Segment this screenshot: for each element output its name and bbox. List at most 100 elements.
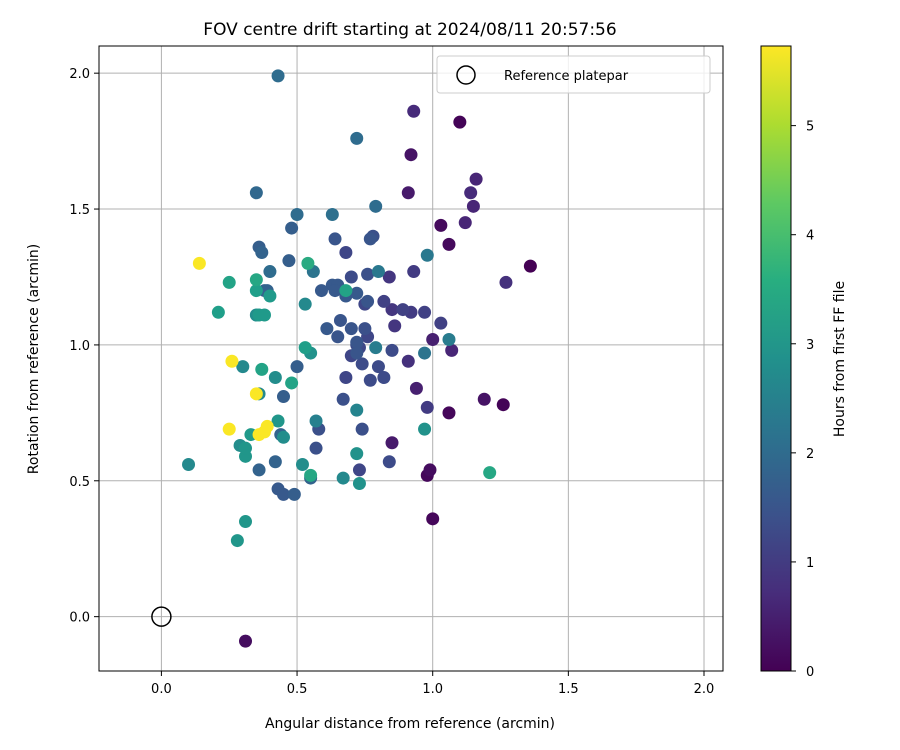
data-point bbox=[442, 406, 456, 420]
data-point bbox=[249, 387, 263, 401]
data-point bbox=[263, 265, 277, 279]
reference-point-marker bbox=[151, 606, 172, 627]
data-point bbox=[282, 254, 296, 268]
y-tick-label: 2.0 bbox=[69, 67, 90, 82]
data-point bbox=[285, 376, 299, 390]
data-point bbox=[382, 455, 396, 469]
data-point bbox=[236, 360, 250, 374]
data-point bbox=[271, 69, 285, 83]
x-axis-label: Angular distance from reference (arcmin) bbox=[265, 716, 555, 732]
data-point bbox=[466, 199, 480, 213]
x-tick-label: 0.5 bbox=[287, 682, 308, 697]
data-point bbox=[239, 515, 253, 529]
data-point bbox=[377, 371, 391, 385]
data-point bbox=[369, 341, 383, 355]
data-point bbox=[363, 232, 377, 246]
data-point bbox=[363, 373, 377, 387]
colorbar-label: Hours from first FF file bbox=[832, 281, 848, 437]
data-point bbox=[453, 115, 467, 129]
data-point bbox=[239, 634, 253, 648]
data-point bbox=[350, 447, 364, 461]
data-point bbox=[418, 346, 432, 360]
x-tick-label: 2.0 bbox=[694, 682, 715, 697]
legend-box bbox=[436, 55, 711, 94]
data-point bbox=[255, 362, 269, 376]
x-tick-label: 1.0 bbox=[422, 682, 443, 697]
data-point bbox=[331, 330, 345, 344]
data-point bbox=[350, 131, 364, 145]
data-point bbox=[328, 232, 342, 246]
data-point bbox=[336, 471, 350, 485]
data-point bbox=[499, 275, 513, 289]
data-point bbox=[298, 297, 312, 311]
legend: Reference platepar bbox=[436, 55, 711, 94]
data-point bbox=[382, 270, 396, 284]
data-point bbox=[523, 259, 537, 273]
data-point bbox=[239, 441, 253, 455]
data-point bbox=[369, 199, 383, 213]
data-point bbox=[287, 487, 301, 501]
colorbar-tick-label: 4 bbox=[806, 229, 814, 244]
data-point bbox=[409, 381, 423, 395]
data-point bbox=[418, 305, 432, 319]
y-tick-label: 0.0 bbox=[69, 611, 90, 626]
data-point bbox=[423, 463, 437, 477]
data-point bbox=[339, 246, 353, 260]
data-point bbox=[260, 419, 274, 433]
data-point bbox=[401, 186, 415, 200]
colorbar-tick-label: 1 bbox=[806, 556, 814, 571]
data-point bbox=[483, 466, 497, 480]
data-point bbox=[230, 534, 244, 548]
data-point bbox=[385, 436, 399, 450]
data-point bbox=[268, 371, 282, 385]
data-point bbox=[325, 207, 339, 221]
data-point bbox=[328, 284, 342, 298]
data-point bbox=[276, 390, 290, 404]
data-point bbox=[339, 371, 353, 385]
legend-marker-icon bbox=[456, 65, 476, 85]
y-axis-label: Rotation from reference (arcmin) bbox=[26, 244, 42, 474]
data-point bbox=[477, 392, 491, 406]
colorbar-tick-label: 0 bbox=[806, 665, 814, 680]
data-point bbox=[249, 186, 263, 200]
plot-frame bbox=[98, 45, 724, 672]
x-tick-label: 1.5 bbox=[558, 682, 579, 697]
data-point bbox=[426, 512, 440, 526]
colorbar-gradient bbox=[760, 45, 792, 672]
data-point bbox=[350, 403, 364, 417]
data-point bbox=[361, 267, 375, 281]
data-point bbox=[385, 343, 399, 357]
data-point bbox=[263, 289, 277, 303]
data-point bbox=[192, 256, 206, 270]
data-point bbox=[285, 221, 299, 235]
data-point bbox=[496, 398, 510, 412]
data-point bbox=[350, 335, 364, 349]
colorbar-tick-label: 3 bbox=[806, 338, 814, 353]
data-point bbox=[434, 316, 448, 330]
colorbar: 0 1 2 3 4 5 bbox=[760, 45, 814, 680]
data-point bbox=[355, 357, 369, 371]
data-point bbox=[434, 218, 448, 232]
data-point bbox=[257, 308, 271, 322]
data-point bbox=[464, 186, 478, 200]
data-point bbox=[469, 172, 483, 186]
data-point bbox=[304, 468, 318, 482]
data-point bbox=[301, 256, 315, 270]
data-point bbox=[314, 284, 328, 298]
data-point bbox=[350, 346, 364, 360]
data-point bbox=[309, 414, 323, 428]
x-tick-label: 0.0 bbox=[151, 682, 172, 697]
data-point bbox=[355, 422, 369, 436]
data-point bbox=[225, 354, 239, 368]
data-point bbox=[249, 284, 263, 298]
data-point bbox=[358, 322, 372, 336]
data-point bbox=[222, 422, 236, 436]
data-point bbox=[276, 430, 290, 444]
data-point bbox=[295, 457, 309, 471]
data-point bbox=[268, 455, 282, 469]
data-point bbox=[442, 332, 456, 346]
data-point bbox=[418, 422, 432, 436]
data-point bbox=[320, 322, 334, 336]
